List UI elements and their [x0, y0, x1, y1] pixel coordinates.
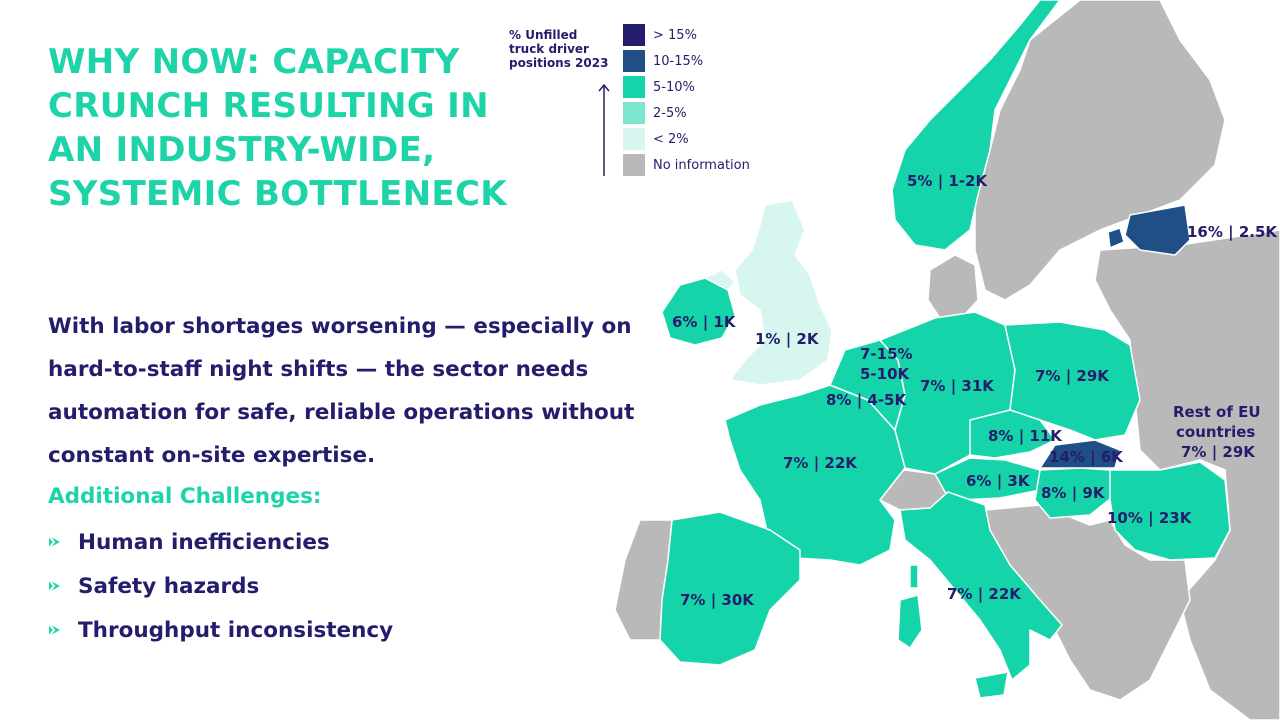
body-text: With labor shortages worsening — especia… [48, 314, 635, 468]
region-czechia [969, 409, 1056, 459]
list-item: Safety hazards [48, 564, 393, 608]
region-uk [729, 199, 833, 386]
label-netherlands-count: 5-10K [860, 365, 911, 383]
legend-title-line: truck driver [509, 42, 589, 56]
label-estonia: 16% | 2.5K [1187, 223, 1278, 242]
label-slovakia: 14% | 6K [1049, 448, 1124, 467]
chevron-right-icon [48, 579, 60, 593]
chevron-right-icon [48, 535, 60, 549]
page-title: WHY NOW: CAPACITY CRUNCH RESULTING IN AN… [48, 40, 568, 216]
title-line: AN INDUSTRY-WIDE, [48, 130, 436, 170]
region-sardinia [897, 594, 923, 649]
title-line: CRUNCH RESULTING IN [48, 86, 489, 126]
label-ireland: 6% | 1K [672, 313, 737, 332]
label-poland: 7% | 29K [1035, 367, 1110, 386]
label-rest-eu-2: countries [1176, 423, 1255, 441]
region-italy [899, 491, 1063, 681]
list-item: Throughput inconsistency [48, 608, 393, 652]
legend-label: 5-10% [653, 79, 695, 95]
legend-item: < 2% [623, 126, 750, 152]
region-france [724, 384, 906, 566]
region-estonia [1124, 204, 1191, 256]
legend-label: > 15% [653, 27, 697, 43]
label-rest-eu-1: Rest of EU [1173, 403, 1261, 421]
label-romania: 10% | 23K [1107, 509, 1193, 528]
legend-title-line: positions 2023 [509, 56, 609, 70]
region-romania [1109, 461, 1231, 561]
legend-swatch [623, 128, 645, 150]
legend-label: < 2% [653, 131, 689, 147]
region-norway [891, 0, 1061, 251]
challenges-list: Human inefficiencies Safety hazards Thro… [48, 520, 393, 652]
label-spain: 7% | 30K [680, 591, 755, 610]
legend-swatch [623, 24, 645, 46]
label-norway: 5% | 1-2K [907, 172, 988, 191]
title-line: SYSTEMIC BOTTLENECK [48, 174, 507, 214]
legend-label: 10-15% [653, 53, 704, 69]
label-uk: 1% | 2K [755, 330, 820, 349]
legend-label: 2-5% [653, 105, 687, 121]
label-czechia: 8% | 11K [988, 427, 1063, 446]
region-sicily [974, 671, 1009, 699]
legend-item: > 15% [623, 22, 750, 48]
challenge-label: Safety hazards [78, 573, 260, 599]
region-northern-ireland [704, 269, 736, 291]
legend-swatch [623, 102, 645, 124]
challenges-heading: Additional Challenges: [48, 484, 322, 509]
region-spain [659, 511, 801, 666]
region-estonia-island [1107, 227, 1125, 249]
label-italy: 7% | 22K [947, 585, 1022, 604]
region-denmark [927, 254, 979, 321]
label-hungary: 8% | 9K [1041, 484, 1106, 503]
label-belgium: 8% | 4-5K [826, 391, 907, 410]
label-netherlands-pct: 7-15% [860, 345, 913, 363]
legend-item: No information [623, 152, 750, 178]
chevron-right-icon [48, 623, 60, 637]
legend-swatch [623, 76, 645, 98]
label-austria: 6% | 3K [966, 472, 1031, 491]
label-france: 7% | 22K [783, 454, 858, 473]
legend-label: No information [653, 157, 750, 173]
legend-title: % Unfilled truck driver positions 2023 [509, 28, 619, 70]
region-corsica [909, 564, 919, 589]
legend-item: 10-15% [623, 48, 750, 74]
label-germany: 7% | 31K [920, 377, 995, 396]
legend-title-line: % Unfilled [509, 28, 578, 42]
region-poland [1004, 321, 1141, 441]
list-item: Human inefficiencies [48, 520, 393, 564]
legend-swatch [623, 154, 645, 176]
legend: > 15% 10-15% 5-10% 2-5% < 2% No informat… [623, 22, 750, 178]
legend-swatch [623, 50, 645, 72]
legend-item: 5-10% [623, 74, 750, 100]
challenge-label: Human inefficiencies [78, 529, 330, 555]
legend-item: 2-5% [623, 100, 750, 126]
region-slovakia [1039, 439, 1121, 469]
title-line: WHY NOW: CAPACITY [48, 42, 460, 82]
label-rest-eu-3: 7% | 29K [1181, 443, 1256, 462]
challenge-label: Throughput inconsistency [78, 617, 394, 643]
arrow-up-icon [598, 83, 610, 176]
